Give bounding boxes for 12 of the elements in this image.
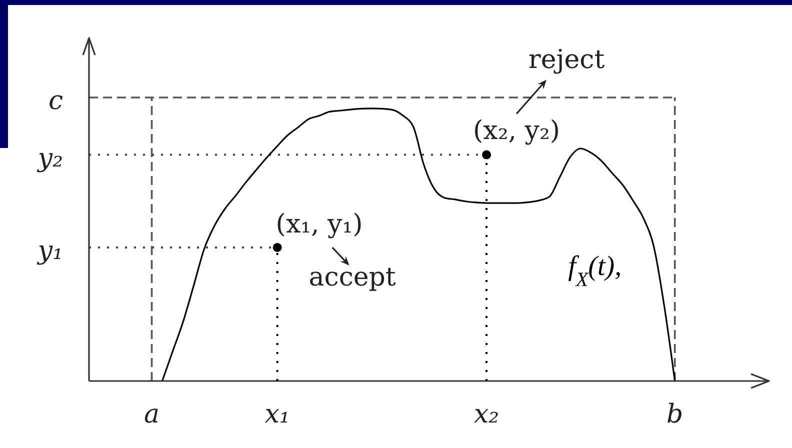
annotation: accept <box>308 262 396 292</box>
x-tick-label: x₂ <box>474 399 500 430</box>
series-label: f$_{X}$(t), <box>568 251 622 291</box>
x-tick-label: x₁ <box>264 399 290 430</box>
text: reject <box>528 44 606 75</box>
x-tick-label: b <box>666 399 684 430</box>
ref-line-label: y₂ <box>36 143 63 174</box>
ref-line-label: c <box>48 86 64 116</box>
x-tick-label: a <box>144 399 160 430</box>
annotation: (x₁, y₁) <box>276 209 363 240</box>
annotation: (x₂, y₂) <box>473 116 560 146</box>
ref-line-label: y₁ <box>36 236 63 266</box>
